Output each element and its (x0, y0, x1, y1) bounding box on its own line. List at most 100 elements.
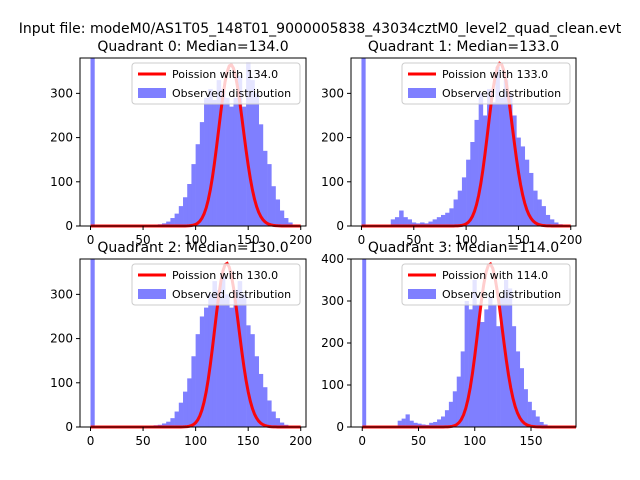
x-tick-label: 0 (87, 233, 95, 247)
x-tick-label: 150 (520, 434, 543, 448)
observed-bar (216, 80, 222, 227)
observed-bar-zero (90, 58, 95, 226)
observed-bar (195, 334, 201, 427)
observed-bar (541, 206, 546, 226)
observed-bar (254, 356, 259, 427)
observed-bar (492, 305, 497, 427)
observed-bar (441, 416, 446, 427)
y-tick-label: 200 (50, 131, 73, 145)
y-tick-label: 200 (321, 131, 344, 145)
observed-bar (507, 288, 513, 427)
observed-bar (539, 421, 544, 427)
x-tick-label: 0 (87, 434, 95, 448)
observed-bar (474, 119, 479, 226)
axes-frame (79, 57, 307, 227)
quadrant-0-panel: Quadrant 0: Median=134.0 0 50 100 150 200 0 100… (50, 39, 312, 247)
axes-frame (350, 57, 577, 227)
observed-bar (523, 389, 528, 427)
observed-bar (549, 219, 555, 226)
legend-box (401, 263, 571, 306)
observed-bar (279, 210, 285, 226)
legend-box (131, 62, 301, 105)
observed-bar (444, 410, 450, 427)
observed-bar (191, 164, 196, 226)
observed-bar (409, 420, 414, 427)
observed-bar (512, 115, 517, 226)
observed-bar (491, 102, 496, 226)
observed-bar (246, 325, 251, 427)
observed-bar (250, 334, 255, 427)
observed-bar (275, 418, 281, 427)
observed-bar (482, 115, 488, 226)
observed-bar (437, 419, 442, 427)
observed-bar (535, 416, 540, 427)
observed-bar (436, 217, 442, 226)
x-tick-label: 50 (411, 434, 426, 448)
legend-observed-label: Observed distribution (172, 288, 291, 301)
observed-bar (507, 93, 513, 226)
observed-bar (461, 177, 467, 226)
y-tick-label: 0 (336, 420, 344, 434)
observed-bar (528, 172, 534, 226)
panel-title: Quadrant 0: Median=134.0 (97, 39, 288, 55)
observed-bar (533, 190, 538, 226)
panel-title: Quadrant 1: Median=133.0 (368, 39, 559, 55)
quadrant-3-panel: Quadrant 3: Median=114.0 0 50 100 150 0 100 200… (321, 240, 577, 448)
y-tick-label: 200 (321, 336, 344, 350)
observed-bar (174, 411, 180, 427)
x-tick-label: 100 (463, 434, 486, 448)
observed-bar (397, 420, 402, 427)
observed-bar (401, 418, 406, 427)
observed-bar (170, 418, 175, 427)
observed-bar (178, 206, 184, 226)
observed-bar (220, 88, 226, 227)
observed-bar (174, 213, 180, 226)
observed-bar (487, 88, 492, 227)
observed-bar (499, 97, 505, 226)
y-tick-label: 200 (50, 332, 73, 346)
legend-observed-label: Observed distribution (442, 288, 561, 301)
x-tick-label: 200 (289, 233, 312, 247)
observed-bar-zero (90, 259, 95, 427)
observed-bar (262, 387, 268, 427)
observed-bar (519, 368, 524, 427)
observed-bar (161, 423, 167, 427)
observed-bar (212, 281, 217, 427)
observed-bar (524, 159, 530, 226)
observed-bar (183, 391, 188, 427)
observed-bar (520, 146, 526, 226)
observed-bar (488, 296, 493, 427)
observed-bar (545, 214, 551, 226)
observed-bar-zero (362, 259, 367, 427)
observed-bar (246, 62, 251, 226)
y-tick-label: 300 (50, 86, 73, 100)
y-tick-label: 300 (321, 86, 344, 100)
observed-bar (195, 144, 201, 226)
legend-box (131, 263, 301, 306)
x-tick-label: 50 (135, 233, 150, 247)
x-tick-label: 100 (455, 233, 478, 247)
legend-poisson-label: Poission with 134.0 (172, 68, 278, 81)
legend-observed-swatch (138, 289, 166, 299)
observed-bar (288, 222, 293, 226)
observed-bar (267, 400, 272, 427)
observed-bar (478, 93, 484, 226)
observed-bar (204, 307, 209, 427)
observed-bar (208, 88, 213, 227)
observed-bar (283, 218, 289, 226)
observed-bar (178, 402, 184, 427)
observed-bar (183, 197, 188, 226)
observed-bar (405, 414, 410, 427)
x-tick-label: 100 (184, 233, 207, 247)
x-tick-label: 0 (358, 434, 366, 448)
observed-bar (429, 422, 434, 427)
y-tick-label: 300 (321, 294, 344, 308)
observed-bar (417, 423, 422, 427)
legend-poisson-label: Poission with 130.0 (172, 269, 278, 282)
quadrant-2-panel: Quadrant 2: Median=130.0 0 50 100 150 200 0 100… (50, 240, 312, 448)
observed-bar (258, 124, 264, 226)
x-tick-label: 0 (358, 233, 366, 247)
observed-bar (413, 422, 418, 427)
observed-bar (233, 289, 238, 427)
observed-bar (484, 309, 489, 427)
